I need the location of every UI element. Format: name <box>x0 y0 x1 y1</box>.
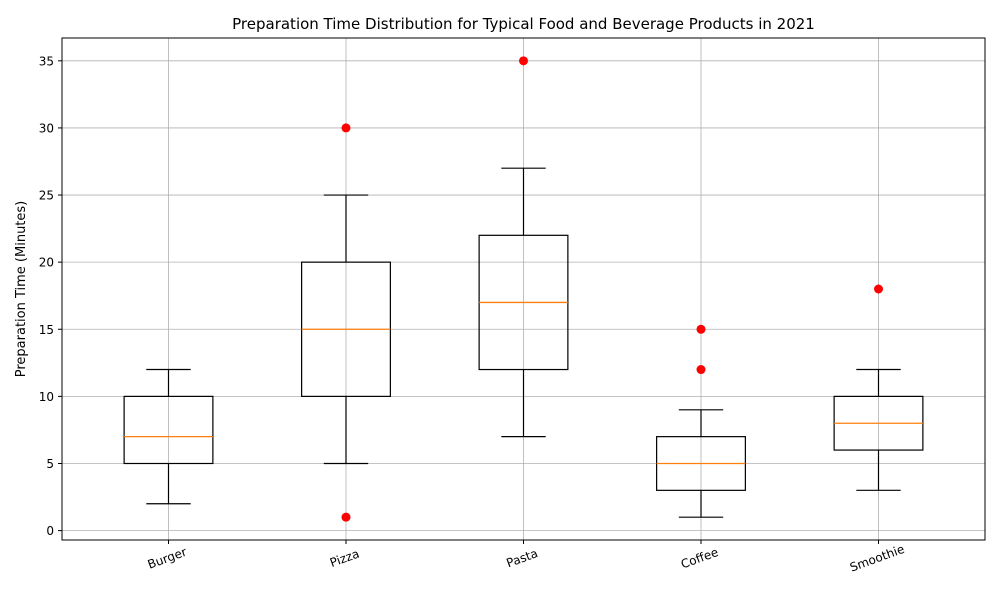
box-pizza <box>301 123 391 522</box>
chart-title: Preparation Time Distribution for Typica… <box>232 15 815 33</box>
y-tick-label: 15 <box>39 323 54 337</box>
outlier-point <box>341 123 351 133</box>
x-tick-label: Pasta <box>505 546 540 570</box>
y-tick-label: 25 <box>39 189 54 203</box>
outlier-point <box>696 365 706 375</box>
y-tick-label: 0 <box>46 524 54 538</box>
x-tick-label: Smoothie <box>848 542 906 575</box>
grid-lines <box>62 38 985 540</box>
y-axis-label: Preparation Time (Minutes) <box>14 201 29 378</box>
box-smoothie <box>833 284 924 491</box>
iqr-box <box>123 395 214 465</box>
outlier-point <box>874 284 883 294</box>
x-tick-label: Coffee <box>679 545 720 571</box>
y-tick-label: 35 <box>39 54 54 68</box>
outlier-point <box>519 56 528 66</box>
x-tick-label: Burger <box>146 545 189 572</box>
box-plot-series <box>123 56 924 522</box>
box-burger <box>123 368 214 505</box>
outlier-point <box>696 324 706 334</box>
x-tick-label: Pizza <box>328 546 361 570</box>
y-tick-label: 10 <box>39 390 54 404</box>
y-tick-label: 20 <box>39 256 54 270</box>
y-tick-label: 30 <box>39 121 54 135</box>
box-pasta <box>478 56 569 438</box>
outlier-point <box>341 512 351 522</box>
box-coffee <box>656 324 746 518</box>
y-tick-label: 5 <box>46 457 54 471</box>
